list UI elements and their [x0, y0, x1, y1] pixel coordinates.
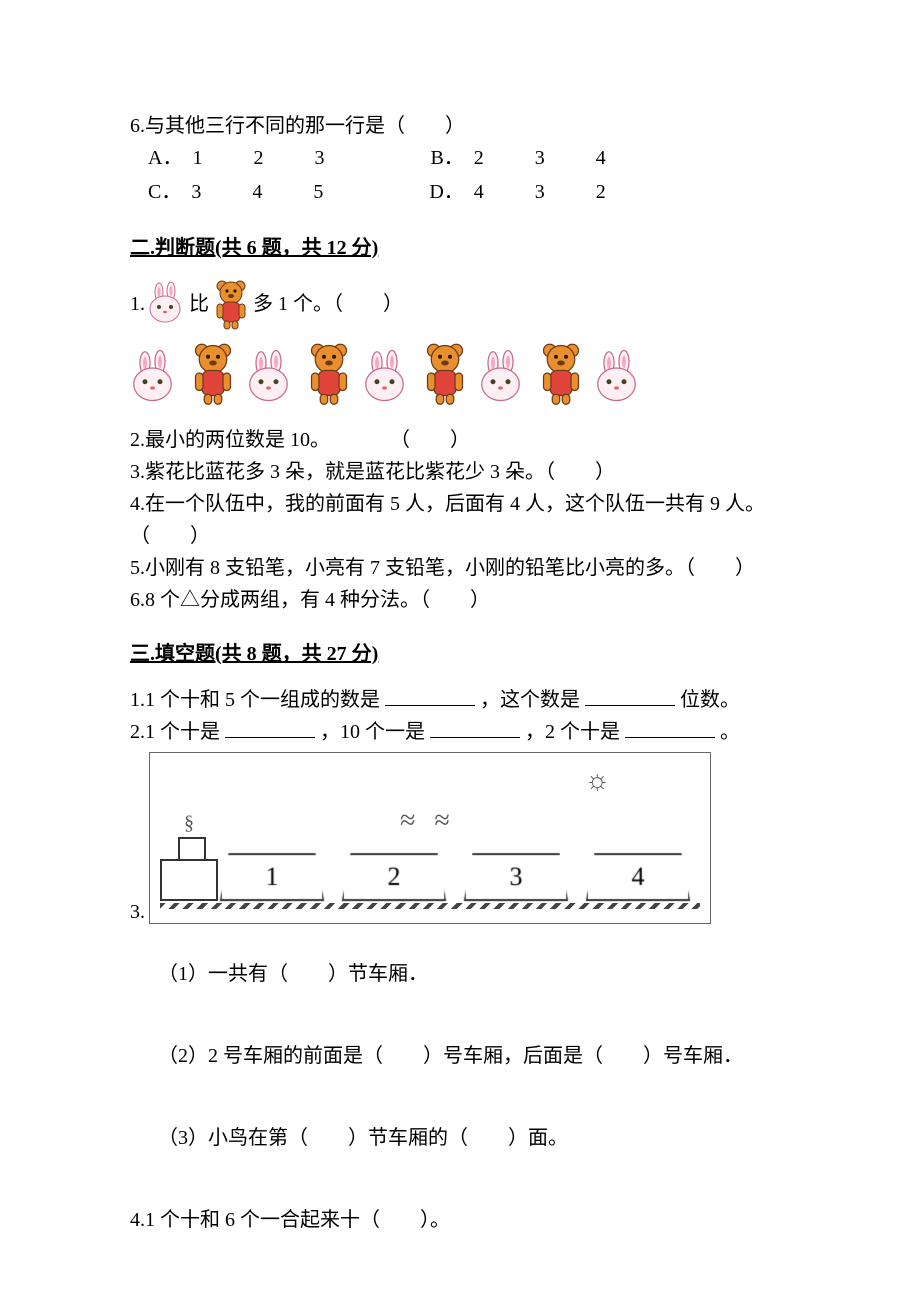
- s3-q3: 3. ☼ ≈ ≈ § 1 2 3 4: [130, 748, 790, 928]
- blank[interactable]: [385, 687, 475, 706]
- s3-q4: 4.1 个十和 6 个一合起来十（ ）。: [130, 1204, 790, 1236]
- s2-q2: 2.最小的两位数是 10。 （ ）: [130, 424, 790, 456]
- bear-icon: [188, 340, 238, 406]
- option-nums: 4 3 2: [474, 176, 652, 208]
- s3-q2: 2.1 个十是 ，10 个一是 ，2 个十是 。: [130, 716, 790, 748]
- bear-icon: [420, 340, 470, 406]
- blank[interactable]: [430, 719, 520, 738]
- option-letter: A．: [148, 142, 182, 174]
- bear-icon: [304, 340, 354, 406]
- s2-q1-prefix: 1.: [130, 288, 145, 320]
- s3-q3-sub2: （2）2 号车厢的前面是（ ）号车厢，后面是（ ）号车厢．: [158, 1040, 790, 1072]
- worksheet-page: 6.与其他三行不同的那一行是（ ） A． 1 2 3 B． 2 3 4 C． 3…: [0, 0, 920, 1302]
- option-letter: D．: [429, 176, 463, 208]
- rabbit-icon: [362, 350, 412, 406]
- sun-icon: ☼: [584, 759, 610, 804]
- s2-q6: 6.8 个△分成两组，有 4 种分法。（ ）: [130, 584, 790, 616]
- section-2-heading: 二.判断题(共 6 题，共 12 分): [130, 232, 790, 264]
- train-car: 2: [342, 853, 446, 901]
- s2-q1-figure-row: [130, 340, 790, 406]
- q6-options: A． 1 2 3 B． 2 3 4 C． 3 4 5 D．: [148, 142, 790, 210]
- rabbit-icon: [478, 350, 528, 406]
- train-car: 1: [220, 853, 324, 901]
- bear-icon: [536, 340, 586, 406]
- s3-q3-sub1: （1）一共有（ ）节车厢．: [158, 958, 790, 990]
- blank[interactable]: [585, 687, 675, 706]
- s3-q3-sub3: （3）小鸟在第（ ）节车厢的（ ）面。: [158, 1122, 790, 1154]
- train-figure: ☼ ≈ ≈ § 1 2 3 4: [149, 752, 711, 924]
- train-car: 3: [464, 853, 568, 901]
- rabbit-icon: [246, 350, 296, 406]
- locomotive-icon: §: [160, 837, 220, 901]
- rabbit-icon: [147, 282, 187, 326]
- track-icon: [160, 903, 700, 909]
- train-cars: 1 2 3 4: [220, 853, 690, 901]
- q6-option-d: D． 4 3 2: [429, 176, 651, 208]
- s2-q1-suffix: 多 1 个。（ ）: [253, 288, 403, 320]
- rabbit-icon: [130, 350, 180, 406]
- bear-icon: [211, 278, 251, 330]
- option-nums: 1 2 3: [192, 142, 370, 174]
- train-car: 4: [586, 853, 690, 901]
- s2-q1-line: 1. 比: [130, 278, 790, 330]
- rabbit-icon: [594, 350, 644, 406]
- s3-q3-number: 3.: [130, 896, 145, 928]
- blank[interactable]: [625, 719, 715, 738]
- birds-icon: ≈ ≈: [400, 799, 456, 844]
- option-nums: 2 3 4: [474, 142, 652, 174]
- s3-q1: 1.1 个十和 5 个一组成的数是 ，这个数是 位数。: [130, 684, 790, 716]
- s2-q3: 3.紫花比蓝花多 3 朵，就是蓝花比紫花少 3 朵。（ ）: [130, 456, 790, 488]
- smoke-icon: §: [184, 807, 194, 839]
- s2-q4: 4.在一个队伍中，我的前面有 5 人，后面有 4 人，这个队伍一共有 9 人。（…: [130, 488, 790, 552]
- blank[interactable]: [225, 719, 315, 738]
- section-3-heading: 三.填空题(共 8 题，共 27 分): [130, 638, 790, 670]
- q6-option-a: A． 1 2 3: [148, 142, 370, 174]
- s2-q1-mid: 比: [189, 288, 209, 320]
- q6-stem: 6.与其他三行不同的那一行是（ ）: [130, 110, 790, 142]
- option-letter: B．: [430, 142, 463, 174]
- option-nums: 3 4 5: [191, 176, 369, 208]
- q6-option-c: C． 3 4 5: [148, 176, 369, 208]
- option-letter: C．: [148, 176, 181, 208]
- q6-option-b: B． 2 3 4: [430, 142, 651, 174]
- s2-q5: 5.小刚有 8 支铅笔，小亮有 7 支铅笔，小刚的铅笔比小亮的多。（ ）: [130, 552, 790, 584]
